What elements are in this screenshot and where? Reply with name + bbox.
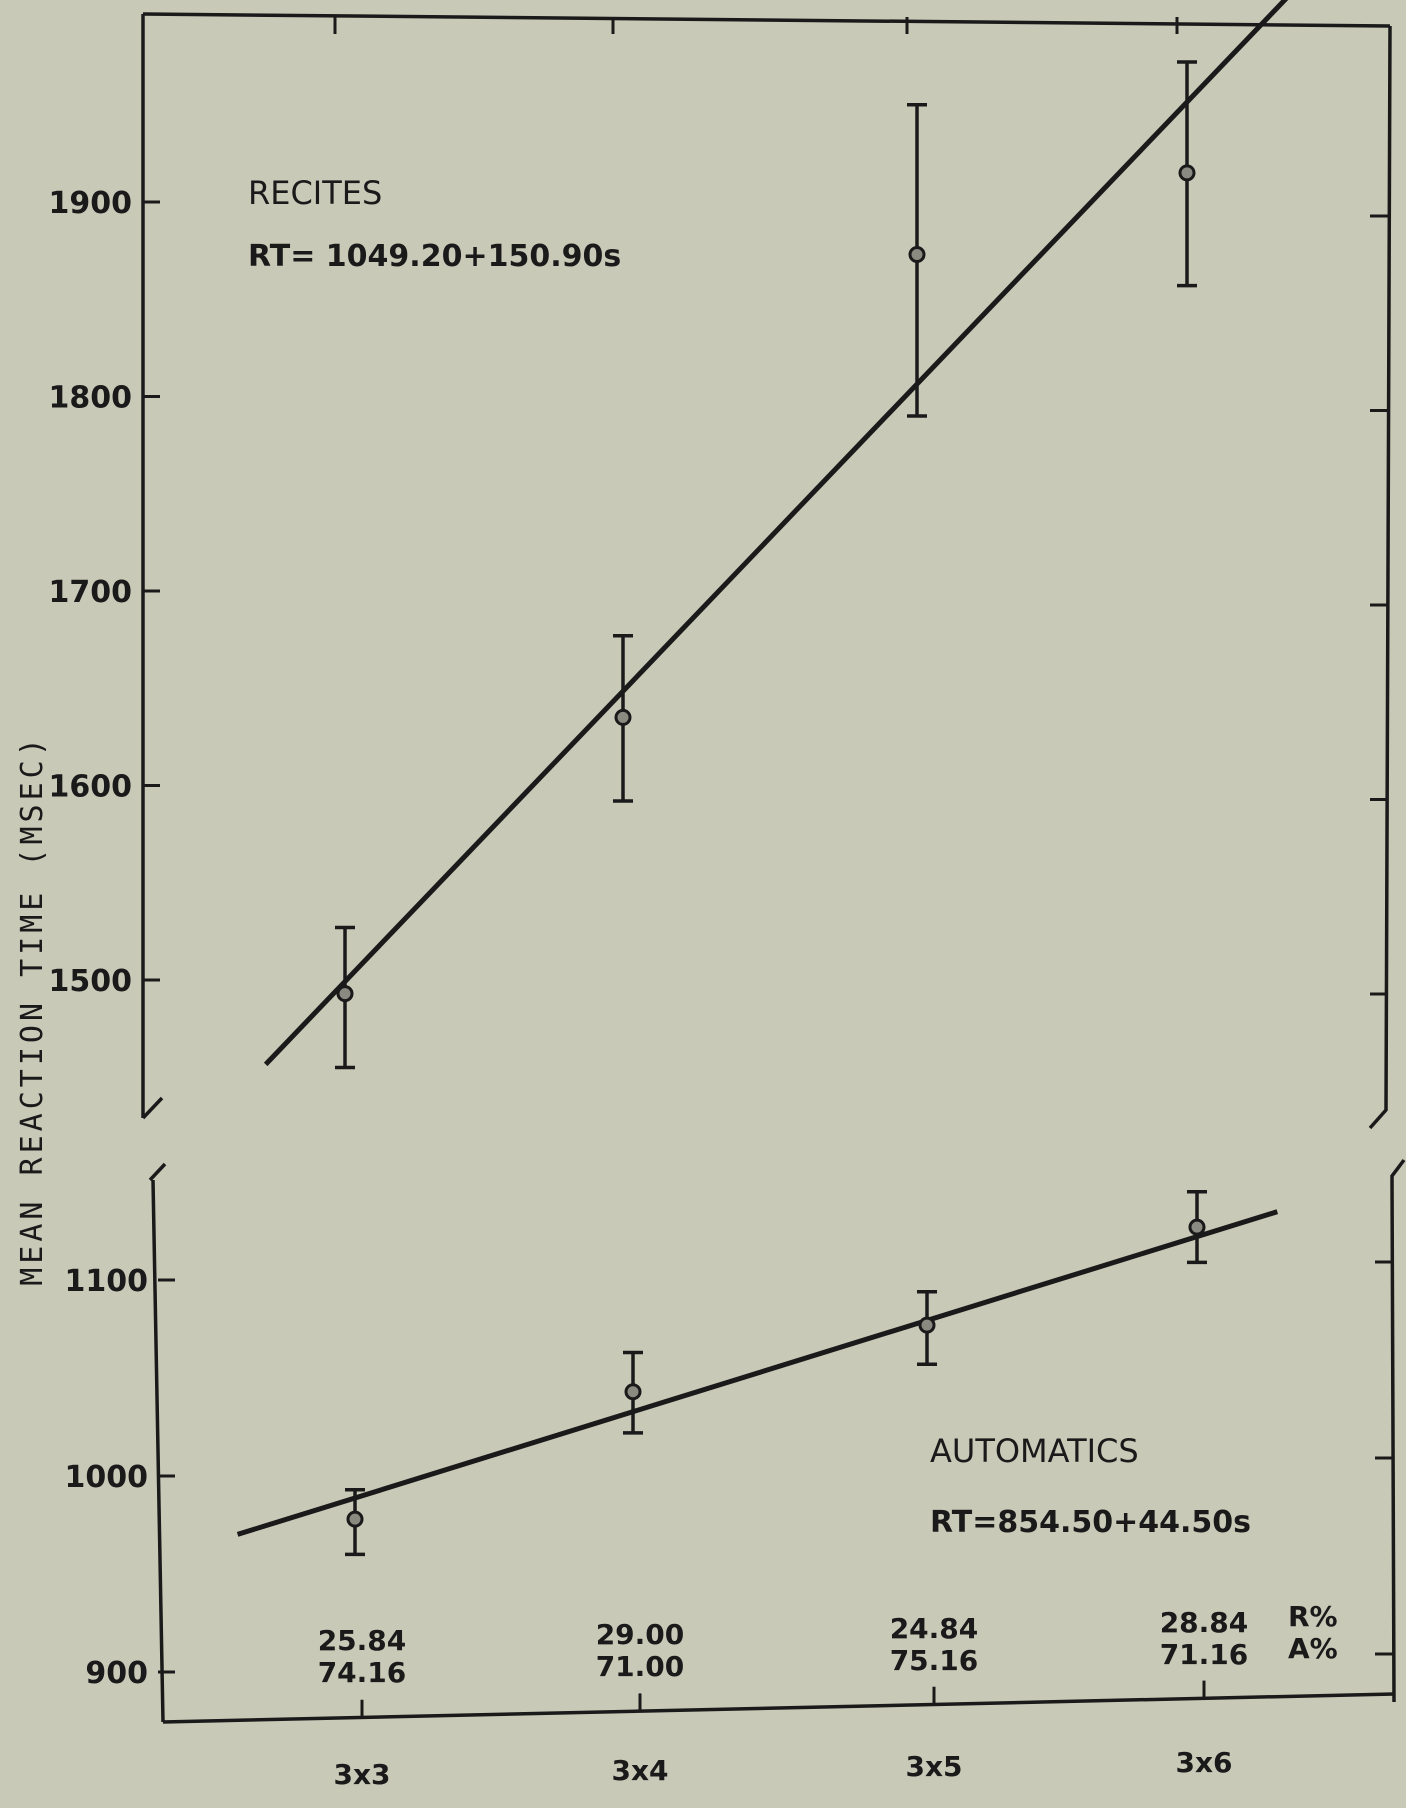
recites-point-3x4 (616, 710, 630, 724)
percent-R-3x5: 24.84 (890, 1612, 979, 1645)
y-tick-label-upper-1800: 1800 (49, 381, 133, 416)
left-axis-lower (153, 1180, 163, 1722)
percent-R-3x6: 28.84 (1160, 1606, 1249, 1639)
right-axis-lower (1392, 1160, 1404, 1702)
x-tick-label-3x6: 3x6 (1175, 1746, 1232, 1779)
percent-R-3x3: 25.84 (318, 1624, 407, 1657)
x-axis (163, 1694, 1394, 1722)
recites-equation: RT= 1049.20+150.90s (248, 239, 621, 274)
y-tick-label-lower-900: 900 (85, 1656, 148, 1691)
automatics-point-3x5 (920, 1318, 934, 1332)
automatics-regression-line (238, 1212, 1278, 1535)
automatics-equation: RT=854.50+44.50s (930, 1505, 1251, 1540)
percent-row-label-R: R% (1288, 1600, 1338, 1633)
left-axis-break-lower (150, 1164, 165, 1180)
y-tick-label-upper-1500: 1500 (49, 964, 133, 999)
y-tick-label-lower-1000: 1000 (65, 1460, 149, 1495)
y-tick-label-upper-1700: 1700 (49, 575, 133, 610)
x-tick-label-3x5: 3x5 (905, 1750, 962, 1783)
percent-A-3x6: 71.16 (1160, 1638, 1249, 1671)
y-tick-label-upper-1900: 1900 (49, 186, 133, 221)
percent-A-3x3: 74.16 (318, 1656, 407, 1689)
x-tick-label-3x3: 3x3 (333, 1758, 390, 1791)
x-tick-label-3x4: 3x4 (611, 1754, 668, 1787)
y-axis-title: MEAN REACTION TIME (MSEC) (15, 734, 50, 1286)
percent-A-3x4: 71.00 (596, 1650, 685, 1683)
recites-label: RECITES (248, 174, 382, 212)
automatics-point-3x4 (626, 1385, 640, 1399)
y-tick-label-upper-1600: 1600 (49, 770, 133, 805)
automatics-point-3x6 (1190, 1220, 1204, 1234)
recites-point-3x5 (910, 248, 924, 262)
automatics-label: AUTOMATICS (930, 1432, 1139, 1470)
recites-point-3x6 (1180, 166, 1194, 180)
top-border (143, 14, 1390, 26)
automatics-point-3x3 (348, 1512, 362, 1526)
left-axis-break-upper (143, 1098, 162, 1118)
right-axis-upper (1370, 26, 1390, 1128)
percent-row-label-A: A% (1288, 1632, 1338, 1665)
percent-R-3x4: 29.00 (596, 1618, 685, 1651)
y-tick-label-lower-1100: 1100 (65, 1264, 149, 1299)
recites-point-3x3 (338, 987, 352, 1001)
percent-A-3x5: 75.16 (890, 1644, 979, 1677)
